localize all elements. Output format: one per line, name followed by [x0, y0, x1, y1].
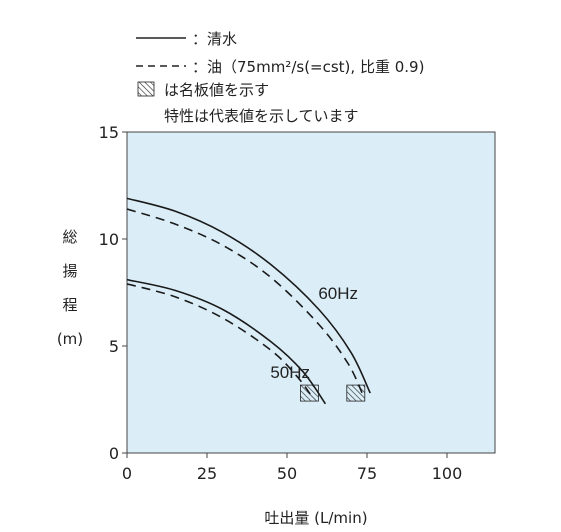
y-axis-label: 総揚程 (m)	[57, 228, 83, 348]
y-tick-label: 15	[99, 123, 119, 142]
legend: ：清水 ：油（75mm²/s(=cst), 比重 0.9) は名板値を示す 特性…	[136, 30, 424, 125]
series-layer	[126, 197, 371, 405]
legend-note: 特性は代表値を示しています	[164, 107, 359, 125]
y-tick-label: 0	[109, 444, 119, 463]
legend-hatch-swatch	[137, 81, 155, 97]
rated-point-marker	[299, 384, 319, 402]
annotation-label: 60Hz	[318, 284, 358, 303]
x-axis-label: 吐出量 (L/min)	[264, 509, 367, 527]
x-tick-label: 100	[432, 464, 463, 483]
legend-hatch-label: は名板値を示す	[164, 81, 269, 99]
series-60hz-dashed-line	[126, 208, 363, 394]
y-axis-label-char: 揚	[62, 262, 77, 280]
y-tick-label: 10	[99, 230, 119, 249]
x-tick-label: 75	[357, 464, 377, 483]
annotations: 60Hz 50Hz	[270, 284, 358, 382]
y-axis-label-char: (m)	[57, 330, 83, 348]
series-50hz-dashed-line	[126, 283, 312, 396]
rated-points	[299, 384, 366, 402]
x-tick-label: 25	[197, 464, 217, 483]
x-tick-label: 50	[277, 464, 297, 483]
y-axis-label-char: 程	[62, 296, 77, 314]
axis-ticks: 0 25 50 75 100 0 5 10 15	[99, 123, 463, 483]
legend-dashed-label: ：油（75mm²/s(=cst), 比重 0.9)	[192, 58, 424, 76]
rated-point-marker	[346, 384, 366, 402]
series-50hz-solid-line	[126, 278, 327, 405]
x-tick-label: 0	[122, 464, 132, 483]
legend-solid-label: ：清水	[192, 30, 237, 48]
annotation-label: 50Hz	[270, 363, 310, 382]
series-60hz-solid-line	[126, 197, 371, 394]
y-axis-label-char: 総	[62, 228, 77, 246]
y-tick-label: 5	[109, 337, 119, 356]
